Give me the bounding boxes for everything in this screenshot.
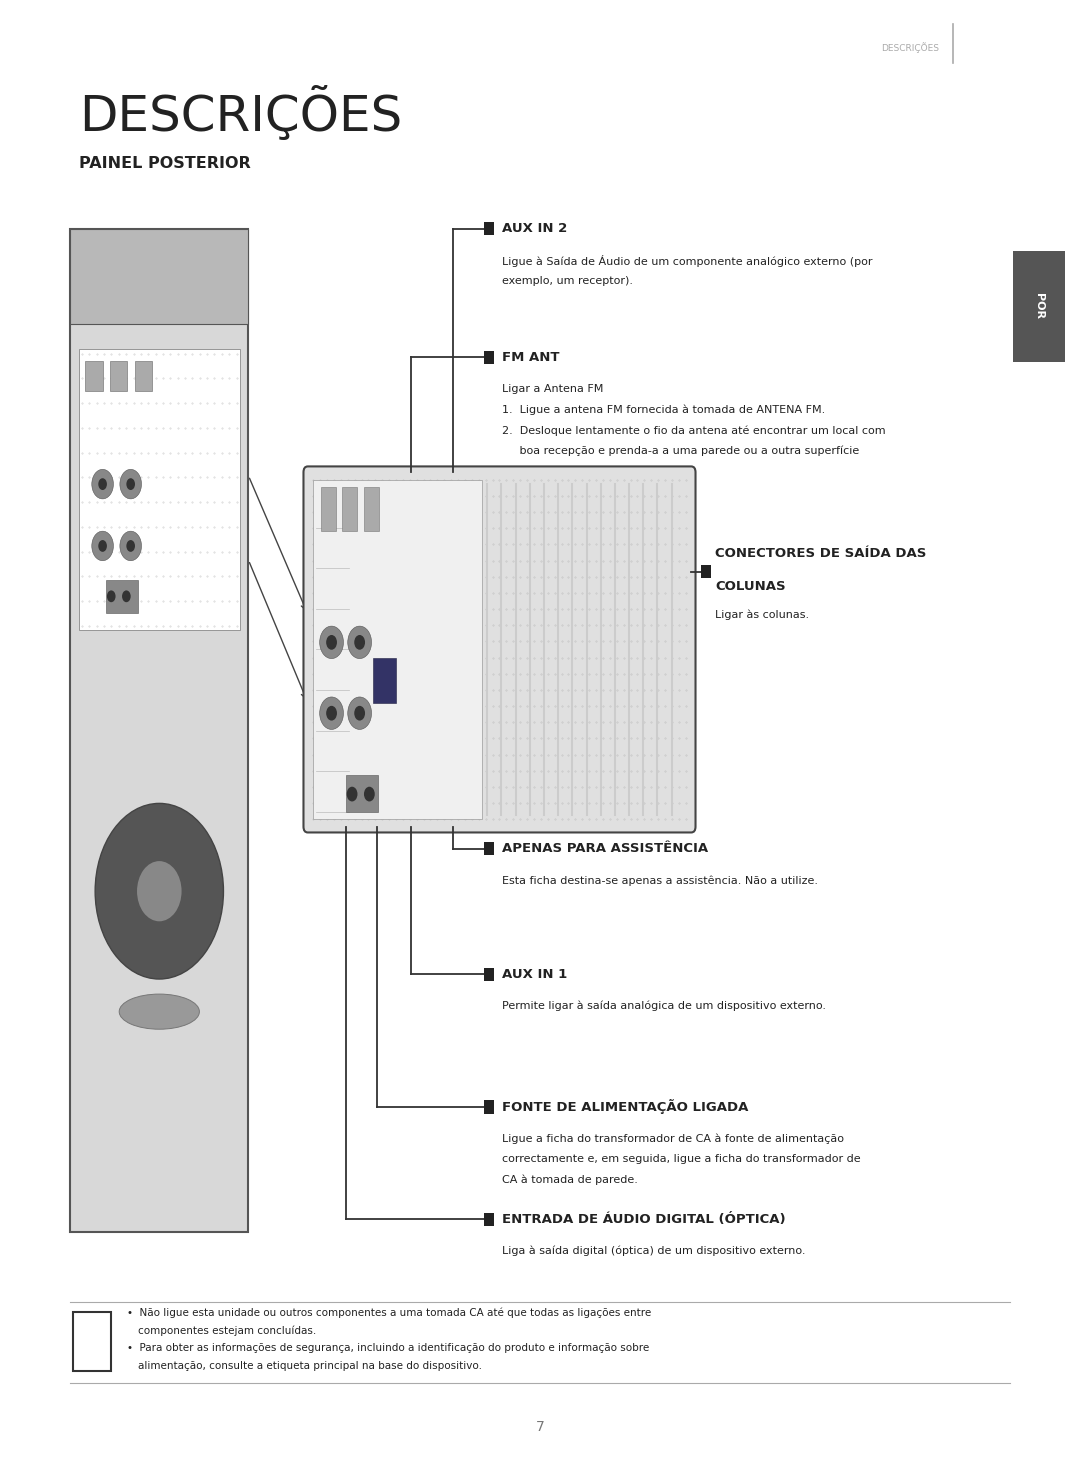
Text: Liga à saída digital (óptica) de um dispositivo externo.: Liga à saída digital (óptica) de um disp…: [502, 1246, 806, 1256]
Text: CONECTORES DE SAÍDA DAS: CONECTORES DE SAÍDA DAS: [715, 546, 927, 559]
Text: alimentação, consulte a etiqueta principal na base do dispositivo.: alimentação, consulte a etiqueta princip…: [138, 1361, 483, 1371]
Text: DESCRIÇÕES: DESCRIÇÕES: [79, 86, 402, 140]
Text: boa recepção e prenda-a a uma parede ou a outra superfície: boa recepção e prenda-a a uma parede ou …: [502, 446, 860, 456]
Bar: [484, 350, 494, 363]
Text: rígida.: rígida.: [502, 466, 555, 477]
Text: !: !: [87, 1333, 97, 1351]
Circle shape: [348, 626, 372, 658]
Circle shape: [326, 706, 337, 720]
Bar: [364, 487, 379, 531]
Text: correctamente e, em seguida, ligue a ficha do transformador de: correctamente e, em seguida, ligue a fic…: [502, 1154, 861, 1165]
Text: CA à tomada de parede.: CA à tomada de parede.: [502, 1175, 638, 1185]
Text: POR: POR: [1034, 292, 1044, 319]
Text: COLUNAS: COLUNAS: [715, 580, 785, 593]
Circle shape: [320, 697, 343, 729]
Text: exemplo, um receptor).: exemplo, um receptor).: [502, 276, 633, 286]
Text: PAINEL POSTERIOR: PAINEL POSTERIOR: [79, 156, 251, 171]
Circle shape: [347, 787, 357, 801]
Bar: [70, 229, 248, 325]
Text: AUX IN 2: AUX IN 2: [502, 223, 567, 235]
Circle shape: [122, 590, 131, 602]
Text: AUX IN 1: AUX IN 1: [502, 968, 567, 980]
Bar: [484, 221, 494, 235]
Bar: [484, 1213, 494, 1225]
Text: •  Para obter as informações de segurança, incluindo a identificação do produto : • Para obter as informações de segurança…: [127, 1343, 650, 1353]
Circle shape: [354, 706, 365, 720]
Bar: [73, 1312, 111, 1371]
Bar: [85, 362, 103, 391]
Bar: [342, 487, 357, 531]
Text: ENTRADA DE ÁUDIO DIGITAL (ÓPTICA): ENTRADA DE ÁUDIO DIGITAL (ÓPTICA): [502, 1213, 786, 1225]
Circle shape: [364, 787, 375, 801]
Text: •  Não ligue esta unidade ou outros componentes a uma tomada CA até que todas as: • Não ligue esta unidade ou outros compo…: [127, 1308, 651, 1318]
Text: FM ANT: FM ANT: [502, 351, 559, 363]
Bar: [484, 1101, 494, 1113]
Circle shape: [126, 540, 135, 552]
Bar: [70, 229, 248, 1232]
FancyBboxPatch shape: [303, 466, 696, 832]
Text: FONTE DE ALIMENTAÇÃO LIGADA: FONTE DE ALIMENTAÇÃO LIGADA: [502, 1100, 748, 1114]
Ellipse shape: [119, 995, 200, 1029]
Bar: [110, 362, 127, 391]
Circle shape: [126, 478, 135, 490]
Circle shape: [326, 635, 337, 649]
Bar: [1013, 251, 1065, 362]
Circle shape: [320, 626, 343, 658]
Circle shape: [92, 531, 113, 561]
Text: 7: 7: [536, 1420, 544, 1435]
Bar: [701, 565, 711, 579]
Text: APENAS PARA ASSISTÊNCIA: APENAS PARA ASSISTÊNCIA: [502, 843, 708, 855]
Bar: [484, 968, 494, 980]
Ellipse shape: [137, 861, 181, 921]
Circle shape: [354, 635, 365, 649]
Bar: [321, 487, 336, 531]
Circle shape: [107, 590, 116, 602]
Bar: [484, 841, 494, 856]
Bar: [106, 580, 138, 613]
Circle shape: [92, 469, 113, 499]
Text: Esta ficha destina-se apenas a assistência. Não a utilize.: Esta ficha destina-se apenas a assistênc…: [502, 875, 819, 886]
Text: 2.  Desloque lentamente o fio da antena até encontrar um local com: 2. Desloque lentamente o fio da antena a…: [502, 425, 886, 435]
Text: 1.  Ligue a antena FM fornecida à tomada de ANTENA FM.: 1. Ligue a antena FM fornecida à tomada …: [502, 404, 825, 415]
Bar: [313, 480, 482, 819]
Text: Ligar às colunas.: Ligar às colunas.: [715, 610, 809, 620]
Circle shape: [98, 540, 107, 552]
Bar: [373, 658, 396, 703]
Text: DESCRIÇÕES: DESCRIÇÕES: [881, 41, 940, 53]
Circle shape: [120, 531, 141, 561]
Bar: [135, 362, 152, 391]
Circle shape: [120, 469, 141, 499]
Bar: [346, 775, 378, 812]
Ellipse shape: [95, 803, 224, 979]
Text: Ligue à Saída de Áudio de um componente analógico externo (por: Ligue à Saída de Áudio de um componente …: [502, 255, 873, 267]
Text: Permite ligar à saída analógica de um dispositivo externo.: Permite ligar à saída analógica de um di…: [502, 1001, 826, 1011]
Bar: [79, 350, 240, 630]
Circle shape: [98, 478, 107, 490]
Text: Ligar a Antena FM: Ligar a Antena FM: [502, 384, 604, 394]
Text: Ligue a ficha do transformador de CA à fonte de alimentação: Ligue a ficha do transformador de CA à f…: [502, 1134, 845, 1144]
Text: componentes estejam concluídas.: componentes estejam concluídas.: [138, 1325, 316, 1336]
Circle shape: [348, 697, 372, 729]
